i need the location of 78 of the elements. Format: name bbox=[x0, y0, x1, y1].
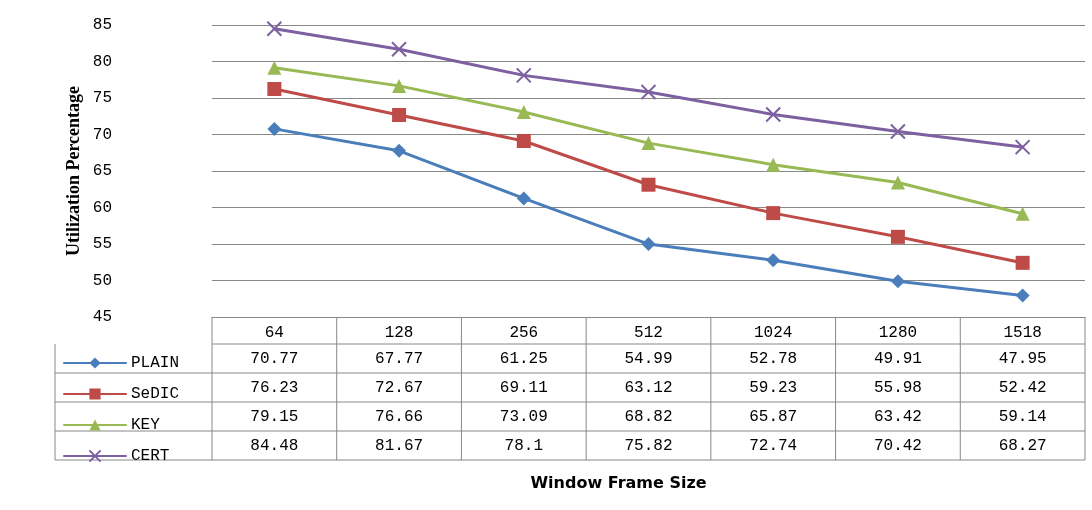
point bbox=[766, 157, 781, 172]
x-tick-label: 1280 bbox=[878, 324, 918, 342]
data-label: 63.42 bbox=[873, 407, 922, 426]
point bbox=[641, 237, 656, 252]
data-label: 68.82 bbox=[624, 407, 673, 426]
y-tick-label: 75 bbox=[92, 89, 112, 107]
data-label: 73.09 bbox=[499, 407, 548, 426]
point bbox=[267, 82, 282, 97]
text: Window Frame Size bbox=[530, 472, 707, 492]
point bbox=[1015, 288, 1030, 303]
data-label: 65.87 bbox=[749, 407, 798, 426]
point bbox=[391, 41, 408, 58]
y-tick-label: 50 bbox=[92, 271, 112, 290]
point bbox=[516, 191, 531, 206]
legend-label: KEY bbox=[131, 416, 161, 434]
data-label: 81.67 bbox=[375, 436, 424, 455]
data-label: 68.27 bbox=[998, 436, 1047, 455]
data-label: 72.74 bbox=[749, 436, 798, 455]
data-label: 78.1 bbox=[504, 436, 543, 455]
x-tick-label: 512 bbox=[634, 324, 663, 342]
point bbox=[516, 134, 531, 148]
point bbox=[641, 136, 656, 151]
data-label: 72.67 bbox=[375, 378, 424, 397]
data-label: 76.66 bbox=[375, 407, 424, 426]
x-tick-label: 1024 bbox=[754, 324, 793, 342]
data-label: 54.99 bbox=[624, 349, 673, 368]
data-label: 47.95 bbox=[998, 349, 1047, 368]
data-label: 69.11 bbox=[499, 378, 548, 397]
point bbox=[889, 123, 906, 140]
data-label: 52.78 bbox=[749, 349, 798, 368]
point bbox=[392, 78, 407, 93]
legend-label: SeDIC bbox=[131, 385, 180, 403]
legend-label: PLAIN bbox=[131, 354, 180, 372]
x-tick-label: 64 bbox=[264, 324, 284, 342]
data-label: 79.15 bbox=[250, 407, 299, 426]
point bbox=[766, 253, 781, 268]
data-label: 63.12 bbox=[624, 378, 673, 397]
point bbox=[890, 229, 905, 244]
point bbox=[1015, 206, 1030, 221]
data-label: 67.77 bbox=[375, 349, 424, 368]
point bbox=[890, 175, 905, 190]
y-tick-label: 85 bbox=[92, 16, 112, 34]
x-tick-label: 256 bbox=[509, 324, 539, 342]
data-label: 55.98 bbox=[873, 378, 922, 397]
legend-label: CERT bbox=[131, 447, 170, 465]
data-label: 84.48 bbox=[250, 436, 299, 455]
data-label: 70.42 bbox=[873, 436, 922, 455]
point bbox=[392, 108, 407, 123]
data-label: 61.25 bbox=[499, 349, 548, 368]
point bbox=[516, 104, 531, 119]
point bbox=[267, 121, 282, 136]
point bbox=[515, 67, 532, 84]
y-tick-label: 70 bbox=[92, 125, 112, 144]
data-label: 52.42 bbox=[998, 378, 1047, 397]
point bbox=[766, 206, 781, 221]
point bbox=[267, 60, 282, 75]
x-tick-label: 128 bbox=[384, 324, 414, 342]
data-label: 76.23 bbox=[250, 378, 299, 397]
y-axis-title: Utilization Percentage bbox=[62, 85, 83, 257]
point bbox=[266, 20, 283, 37]
point bbox=[641, 177, 656, 192]
y-tick-label: 80 bbox=[92, 52, 112, 71]
data-label: 75.82 bbox=[624, 436, 673, 455]
data-label: 59.23 bbox=[749, 378, 798, 397]
y-tick-label: 65 bbox=[92, 162, 112, 180]
y-tick-label: 55 bbox=[92, 235, 112, 253]
point bbox=[890, 274, 905, 289]
y-tick-label: 45 bbox=[92, 308, 112, 326]
data-label: 70.77 bbox=[250, 349, 299, 368]
data-label: 49.91 bbox=[873, 349, 922, 368]
data-label: 59.14 bbox=[998, 407, 1047, 426]
point bbox=[1015, 255, 1030, 270]
point bbox=[392, 143, 407, 158]
y-tick-label: 60 bbox=[92, 198, 112, 217]
point bbox=[640, 84, 657, 101]
x-tick-label: 1518 bbox=[1003, 324, 1042, 342]
point bbox=[1014, 139, 1031, 156]
point bbox=[765, 106, 782, 123]
